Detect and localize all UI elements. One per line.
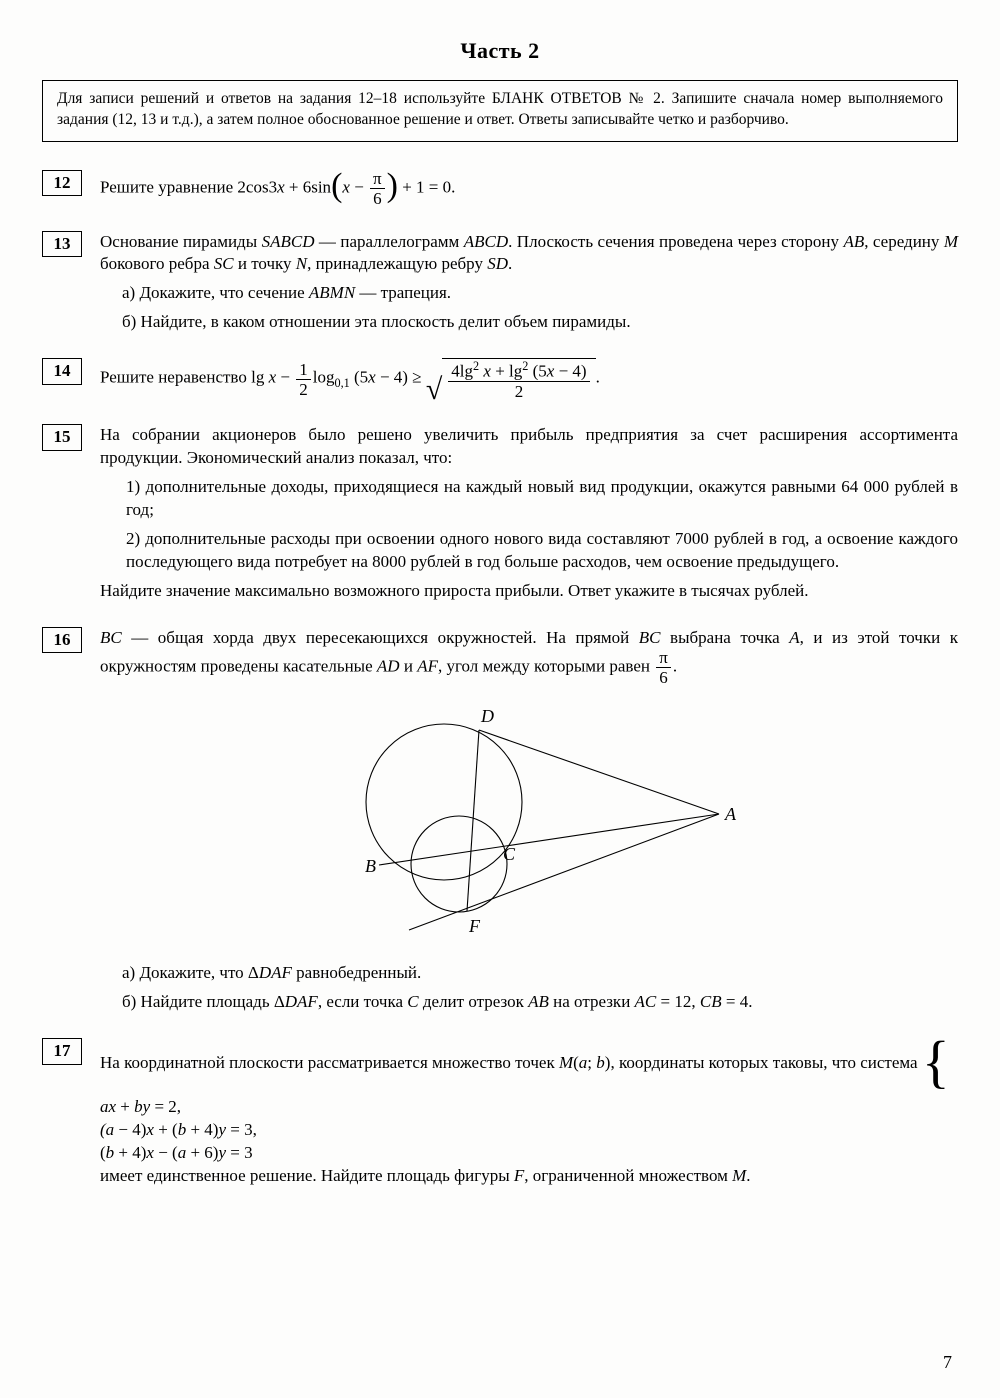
problem-text: Найдите значение максимально возможного … (100, 580, 958, 603)
label-d: D (480, 706, 494, 726)
sub-b: б) Найдите площадь ΔDAF, если точка C де… (100, 991, 958, 1014)
sub-a: а) Докажите, что сечение ABMN — трапеция… (100, 282, 958, 305)
instructions-box: Для записи решений и ответов на задания … (42, 80, 958, 142)
label-b: B (365, 856, 376, 876)
problem-text: Основание пирамиды SABCD — параллелограм… (100, 231, 958, 277)
problem-number: 12 (42, 170, 82, 197)
problem-number: 16 (42, 627, 82, 654)
label-c: C (503, 844, 516, 864)
problem-17: 17 На координатной плоскости рассматрива… (42, 1038, 958, 1194)
sub-b: б) Найдите, в каком отношении эта плоско… (100, 311, 958, 334)
problem-14: 14 Решите неравенство lg x − 12log0,1 (5… (42, 358, 958, 406)
list-item: 2) дополнительные расходы при освоении о… (100, 528, 958, 574)
problem-13: 13 Основание пирамиды SABCD — параллелог… (42, 231, 958, 341)
label-f: F (468, 916, 481, 936)
sub-a: а) Докажите, что ΔDAF равнобедренный. (100, 962, 958, 985)
list-item: 1) дополнительные доходы, приходящиеся н… (100, 476, 958, 522)
page-number: 7 (943, 1350, 952, 1374)
problem-number: 17 (42, 1038, 82, 1065)
problem-12: 12 Решите уравнение 2cos3x + 6sin(x − π6… (42, 170, 958, 213)
problem-text: Решите уравнение 2cos3x + 6sin(x − π6) +… (100, 170, 958, 207)
problem-number: 14 (42, 358, 82, 385)
label-a: A (724, 804, 737, 824)
problem-text: BC — общая хорда двух пересекающихся окр… (100, 627, 958, 687)
problem-text: На координатной плоскости рассматриваетс… (100, 1038, 958, 1090)
problem-number: 15 (42, 424, 82, 451)
problem-text: Решите неравенство lg x − 12log0,1 (5x −… (100, 358, 958, 400)
problem-number: 13 (42, 231, 82, 258)
part-title: Часть 2 (42, 36, 958, 66)
problem-16: 16 BC — общая хорда двух пересекающихся … (42, 627, 958, 1021)
problem-15: 15 На собрании акционеров было решено ув… (42, 424, 958, 609)
problem-text: На собрании акционеров было решено увели… (100, 424, 958, 470)
geometry-diagram: D A B C F (100, 692, 958, 954)
